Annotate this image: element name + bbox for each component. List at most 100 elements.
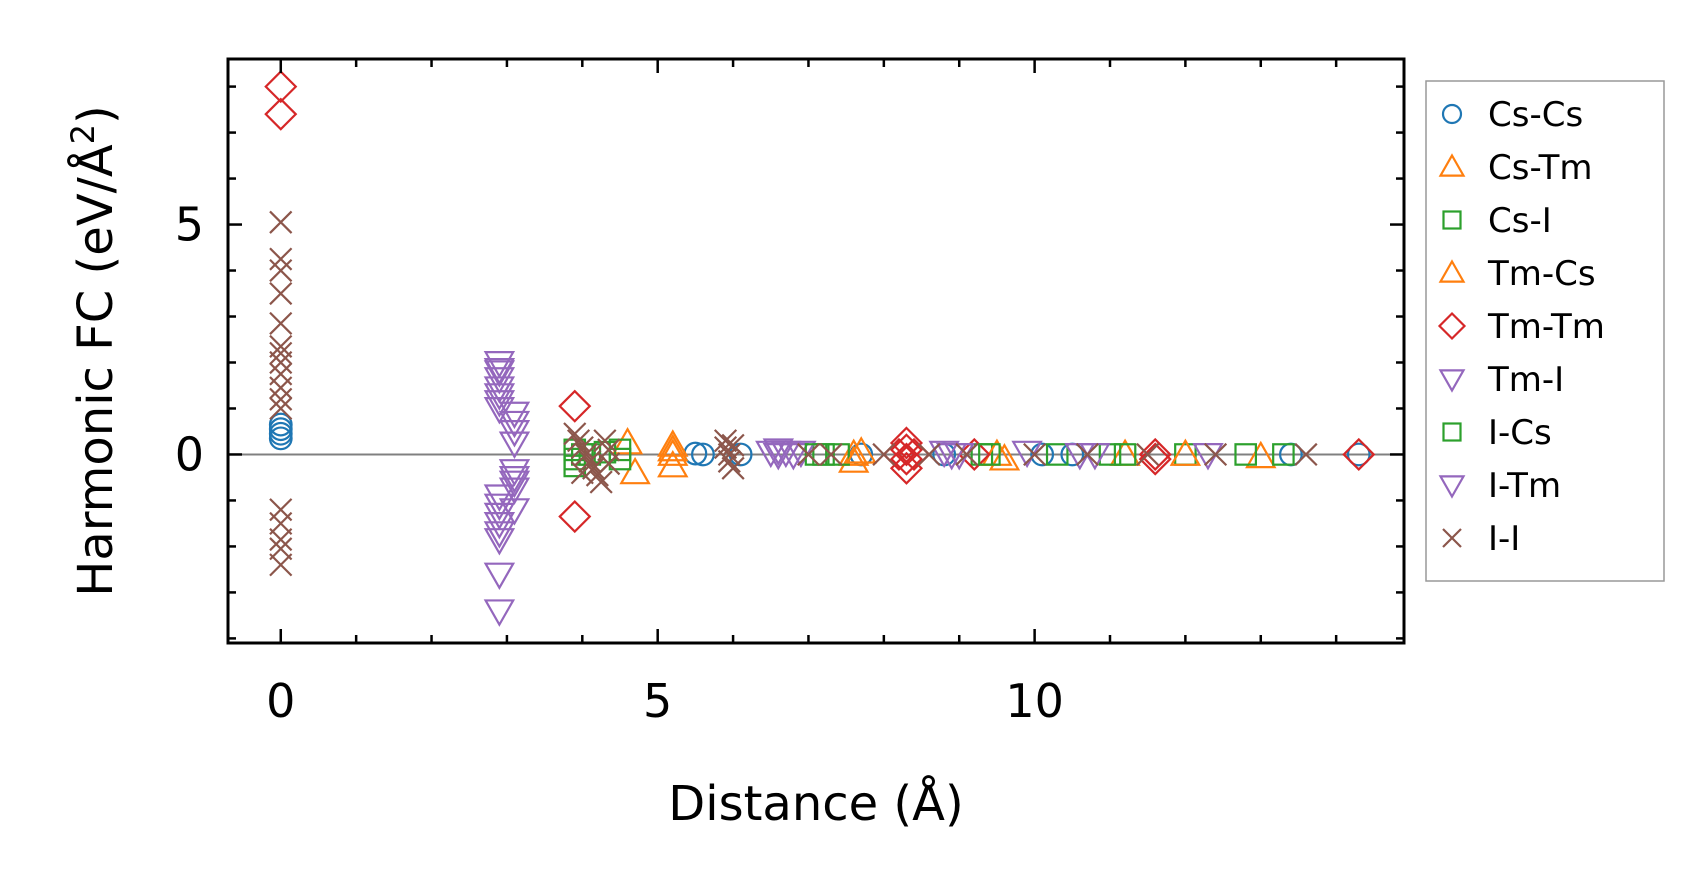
data-point (269, 341, 293, 365)
y-tick-label: 5 (175, 198, 204, 252)
data-point (955, 442, 979, 467)
legend-label: Cs-Cs (1488, 95, 1583, 135)
data-point (498, 498, 531, 526)
legend-entry: I-Cs (1442, 413, 1552, 453)
data-point (796, 442, 821, 467)
y-axis-label-close: ) (68, 105, 124, 124)
data-point (269, 311, 293, 335)
data-point (889, 442, 924, 476)
legend-marker (1438, 259, 1466, 283)
data-point (988, 443, 1021, 471)
data-point (498, 401, 531, 430)
data-point (1030, 442, 1055, 467)
data-point (563, 422, 587, 446)
legend-label: Cs-I (1488, 201, 1552, 241)
data-point (268, 412, 293, 437)
data-point (570, 435, 594, 460)
data-point (1098, 443, 1122, 466)
y-axis-label-main: Harmonic FC (eV/Å (67, 144, 124, 597)
data-point (1113, 443, 1137, 466)
data-point (483, 376, 516, 404)
legend-label: Tm-I (1487, 360, 1564, 400)
data-point (558, 499, 592, 534)
data-point (978, 443, 1001, 466)
data-point (1138, 437, 1172, 472)
series-tm-tm (264, 70, 1376, 534)
data-point (1138, 442, 1172, 476)
x-axis-label: Distance (Å) (668, 775, 963, 832)
data-point (1075, 442, 1099, 467)
plot-frame (226, 57, 1406, 645)
series-cs-cs (268, 412, 1371, 467)
data-point (1234, 443, 1257, 466)
data-point (269, 210, 293, 234)
data-point (269, 334, 293, 358)
x-tick-label: 0 (266, 674, 295, 728)
legend-marker (1442, 210, 1462, 230)
data-point (608, 447, 632, 471)
data-point (269, 281, 293, 306)
data-point (1294, 442, 1318, 467)
data-point (264, 97, 298, 131)
data-point (1023, 442, 1047, 467)
data-point (483, 351, 516, 379)
data-point (1272, 443, 1295, 466)
legend-entry: Tm-I (1438, 360, 1564, 400)
data-point (721, 433, 745, 457)
data-point (957, 437, 991, 472)
data-point (837, 438, 870, 466)
data-point (770, 440, 802, 469)
data-point (574, 442, 598, 467)
data-point (558, 389, 592, 423)
legend-entry: Cs-I (1442, 201, 1552, 241)
data-point (483, 493, 516, 522)
data-point (1245, 440, 1277, 469)
data-point (589, 470, 613, 494)
data-point (889, 426, 924, 460)
data-point (777, 443, 810, 471)
data-point (717, 449, 741, 473)
data-point (845, 436, 877, 464)
data-point (597, 452, 621, 476)
data-point (268, 417, 293, 442)
legend-marker (1441, 103, 1463, 125)
data-point (269, 258, 293, 283)
legend-label: I-I (1488, 519, 1520, 559)
data-point (713, 435, 738, 460)
data-point (483, 511, 516, 540)
y-tick-label: 0 (175, 427, 204, 481)
data-point (498, 477, 531, 505)
data-point (713, 429, 738, 453)
legend-label: I-Cs (1488, 413, 1552, 453)
legend-entry: Cs-Tm (1438, 148, 1593, 188)
data-point (889, 451, 924, 485)
legend-marker (1437, 311, 1467, 341)
data-point (483, 484, 516, 512)
data-point (1169, 438, 1202, 466)
data-point (483, 562, 516, 591)
data-point (691, 442, 715, 467)
data-point (269, 247, 293, 271)
axis-ticks: 0 5 10 0 5 (175, 59, 1404, 728)
data-point (935, 443, 968, 471)
data-point (657, 429, 689, 457)
legend-entry: Tm-Cs (1438, 254, 1596, 294)
data-point (917, 442, 941, 467)
data-point (483, 383, 516, 411)
data-point (498, 470, 531, 499)
data-point (483, 599, 516, 627)
series-cs-i (563, 438, 1295, 478)
data-point (498, 410, 531, 439)
legend-label: Tm-Cs (1487, 254, 1596, 294)
legend-entry: Cs-Cs (1441, 95, 1583, 135)
legend-marker (1438, 475, 1466, 499)
data-point (804, 443, 828, 466)
data-point (1203, 442, 1228, 467)
legend-label: Tm-Tm (1487, 307, 1605, 347)
data-point (657, 449, 689, 478)
legend-entry: I-Tm (1438, 466, 1561, 506)
series-i-tm (483, 360, 1111, 499)
data-marks (264, 70, 1376, 627)
data-point (264, 70, 298, 104)
